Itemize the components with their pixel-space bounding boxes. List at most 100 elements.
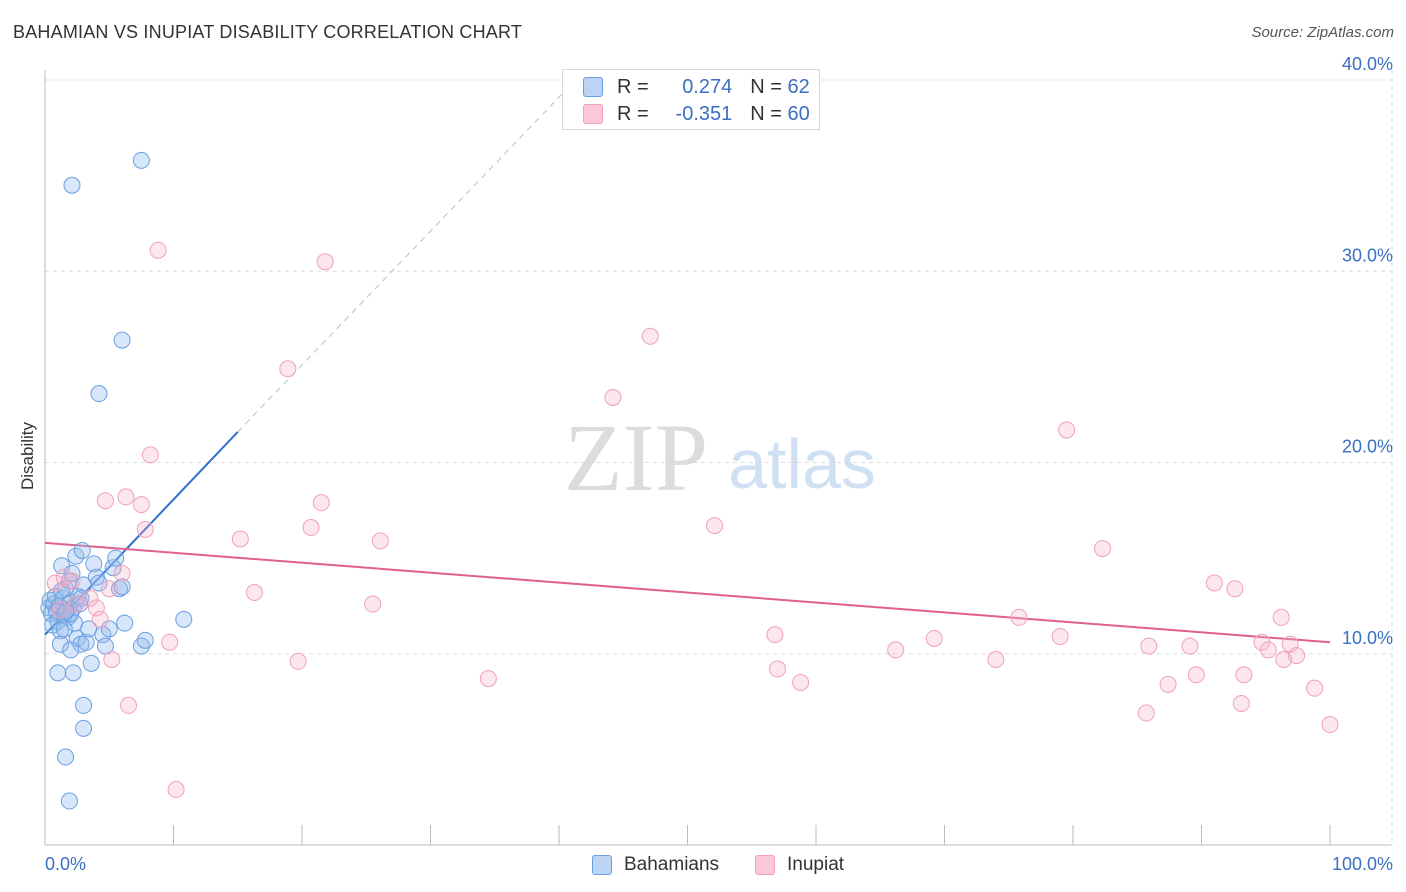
data-point-inupiat [312, 494, 330, 512]
r-value: 0.274 [682, 75, 733, 98]
data-point-inupiat [1058, 421, 1076, 439]
data-point-inupiat [51, 601, 69, 619]
watermark-atlas: atlas [728, 425, 876, 503]
watermark-zip: ZIP [564, 404, 708, 511]
legend-item-bahamians[interactable]: Bahamians [592, 852, 719, 878]
data-point-bahamians [175, 610, 193, 628]
data-point-inupiat [55, 568, 73, 586]
data-point-bahamians [132, 151, 150, 169]
stats-legend: R = 0.274 N = 62 R = -0.351 N = 60 [562, 69, 820, 130]
bahamians-swatch [583, 77, 603, 97]
data-point-inupiat [887, 641, 905, 659]
watermark: ZIP atlas [564, 404, 876, 511]
data-point-inupiat [141, 446, 159, 464]
data-point-bahamians [100, 620, 118, 638]
data-point-bahamians [113, 578, 131, 596]
data-point-bahamians [113, 331, 131, 349]
series-legend: Bahamians Inupiat [0, 852, 1406, 878]
data-point-inupiat [1306, 679, 1324, 697]
series-bahamians [40, 151, 193, 810]
data-point-bahamians [75, 696, 93, 714]
data-point-inupiat [316, 253, 334, 271]
data-point-bahamians [57, 748, 75, 766]
data-point-inupiat [1235, 666, 1253, 684]
n-label: N = [750, 102, 782, 125]
data-point-inupiat [245, 584, 263, 602]
data-point-inupiat [1137, 704, 1155, 722]
data-point-inupiat [117, 488, 135, 506]
data-points [40, 151, 1339, 810]
r-label: R = [617, 102, 649, 125]
y-tick-label: 40.0% [1342, 54, 1393, 74]
data-point-inupiat [279, 360, 297, 378]
n-value: 60 [787, 102, 810, 125]
data-point-inupiat [987, 650, 1005, 668]
data-point-bahamians [77, 633, 95, 651]
data-point-inupiat [1288, 647, 1306, 665]
data-point-inupiat [113, 564, 131, 582]
x-tick-label: 100.0% [1332, 854, 1393, 874]
data-point-bahamians [104, 559, 122, 577]
n-value: 62 [787, 75, 810, 98]
data-point-inupiat [167, 781, 185, 799]
data-point-inupiat [231, 530, 249, 548]
data-point-inupiat [1051, 628, 1069, 646]
data-point-bahamians [75, 719, 93, 737]
data-point-inupiat [302, 519, 320, 537]
data-point-inupiat [1226, 580, 1244, 598]
data-point-bahamians [73, 541, 91, 559]
data-point-inupiat [766, 626, 784, 644]
source-credit: Source: ZipAtlas.com [1251, 24, 1394, 41]
data-point-inupiat [289, 652, 307, 670]
data-point-inupiat [1272, 608, 1290, 626]
data-point-bahamians [90, 574, 108, 592]
trend-lines [44, 70, 1331, 644]
grid [45, 70, 1393, 845]
data-point-inupiat [1321, 716, 1339, 734]
tick-labels: 10.0% 20.0% 30.0% 40.0% 0.0% 100.0% [45, 54, 1393, 874]
trend-line-bahamians-extension [237, 70, 586, 433]
r-label: R = [617, 75, 649, 98]
data-point-bahamians [82, 654, 100, 672]
data-point-inupiat [705, 517, 723, 535]
data-point-inupiat [103, 650, 121, 668]
data-point-inupiat [1187, 666, 1205, 684]
data-point-bahamians [62, 641, 80, 659]
data-point-inupiat [1275, 650, 1293, 668]
data-point-inupiat [1181, 637, 1199, 655]
bahamians-legend-swatch [592, 855, 612, 875]
data-point-inupiat [46, 574, 64, 592]
data-point-inupiat [100, 580, 118, 598]
data-point-inupiat [479, 670, 497, 688]
data-point-bahamians [107, 549, 125, 567]
data-point-bahamians [63, 176, 81, 194]
data-point-bahamians [55, 620, 73, 638]
data-point-bahamians [64, 664, 82, 682]
data-point-inupiat [1259, 641, 1277, 659]
data-point-inupiat [792, 673, 810, 691]
axes [44, 70, 1392, 846]
data-point-bahamians [67, 547, 85, 565]
data-point-inupiat [925, 629, 943, 647]
legend-label-inupiat: Inupiat [787, 854, 845, 875]
data-point-inupiat [1205, 574, 1223, 592]
y-tick-label: 30.0% [1342, 245, 1393, 265]
data-point-bahamians [90, 385, 108, 403]
data-point-inupiat [87, 599, 105, 617]
data-point-bahamians [116, 614, 134, 632]
data-point-inupiat [120, 696, 138, 714]
legend-label-bahamians: Bahamians [624, 854, 720, 875]
data-point-inupiat [1232, 694, 1250, 712]
legend-item-inupiat[interactable]: Inupiat [755, 852, 844, 878]
data-point-inupiat [1140, 637, 1158, 655]
data-point-bahamians [49, 664, 67, 682]
data-point-inupiat [768, 660, 786, 678]
data-point-inupiat [371, 532, 389, 550]
data-point-bahamians [60, 792, 78, 810]
y-tick-label: 20.0% [1342, 437, 1393, 457]
data-point-inupiat [132, 496, 150, 514]
data-point-inupiat [161, 633, 179, 651]
x-tick-label: 0.0% [45, 854, 86, 874]
stats-legend-row-inupiat: R = -0.351 N = 60 [583, 101, 810, 127]
